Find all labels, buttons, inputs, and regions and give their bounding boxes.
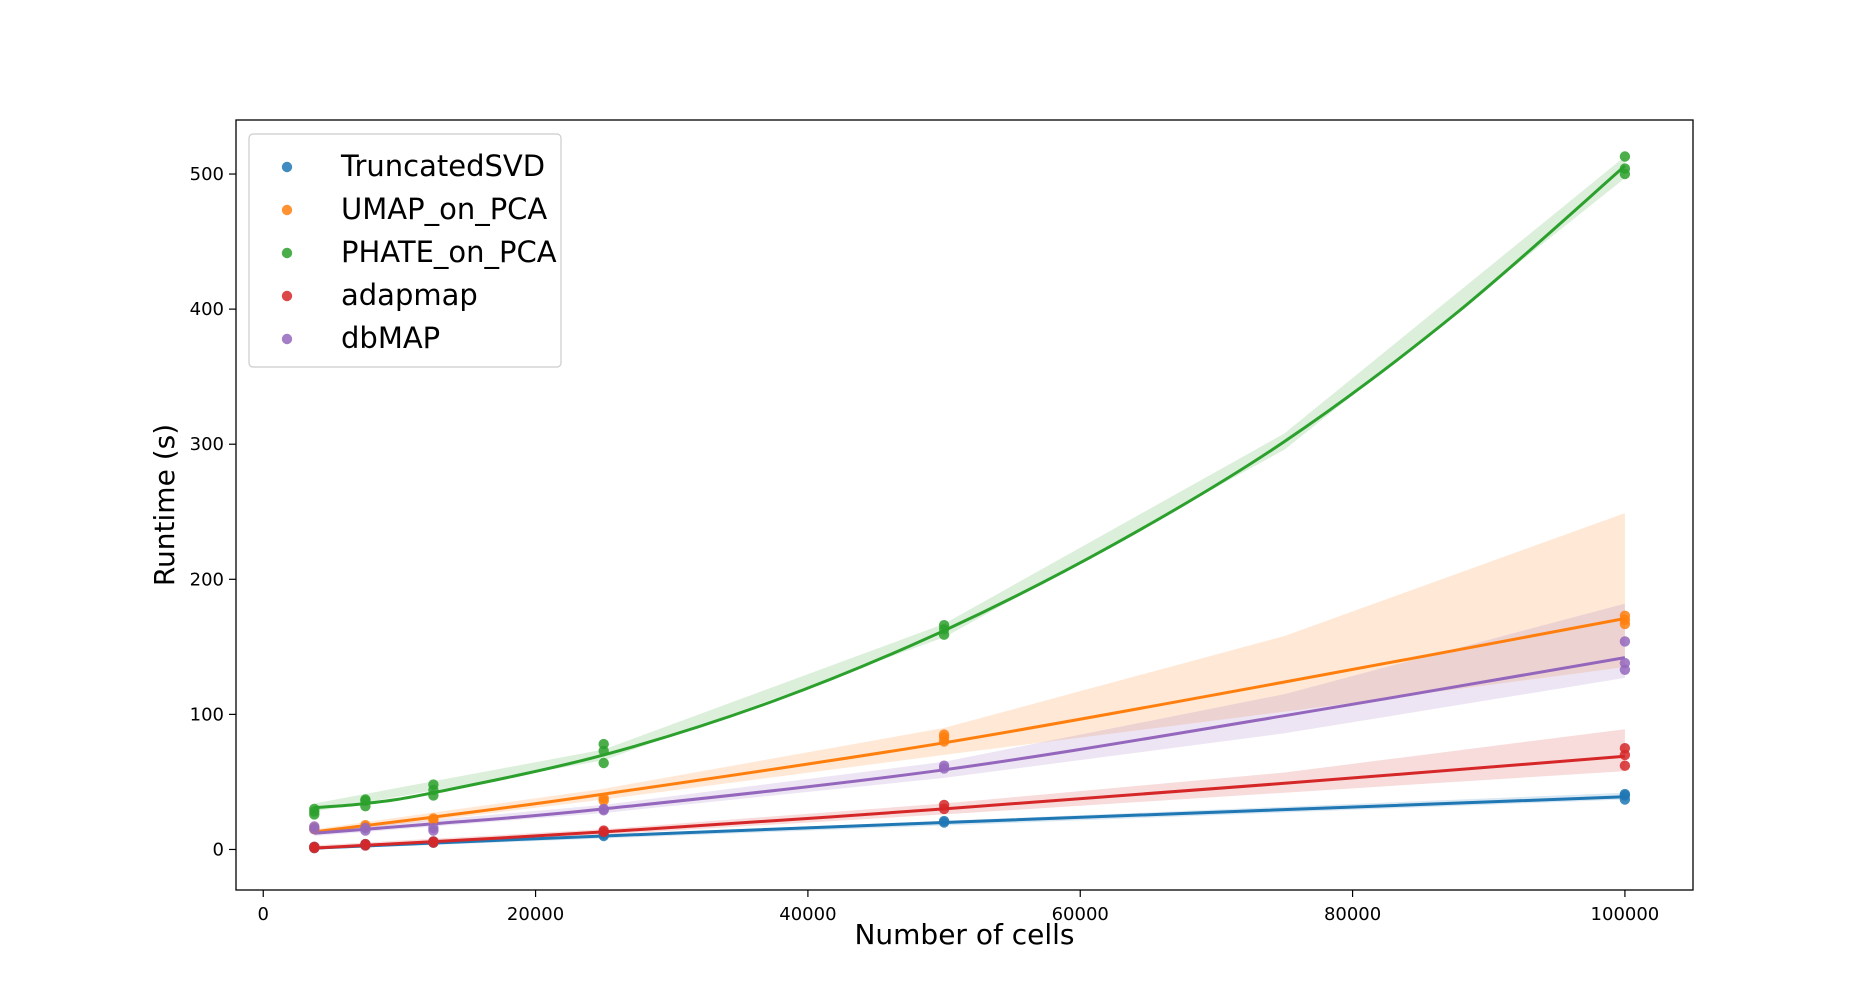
fit-lines [314,164,1626,850]
point-dbmap [598,803,609,815]
legend-marker-truncatedsvd [281,161,293,173]
x-axis-ticks: 0 20000 40000 60000 80000 100000 [258,890,1660,925]
point-phate-on-pca [1619,163,1631,174]
legend-label-adapmap: adapmap [341,278,478,312]
legend-marker-umap-on-pca [281,204,293,216]
point-umap-on-pca [938,729,950,740]
point-adapmap [598,825,609,836]
point-umap-on-pca [428,813,439,824]
x-tick-label: 40000 [779,904,836,925]
point-phate-on-pca [1619,151,1631,162]
legend-label-truncatedsvd: TruncatedSVD [340,149,545,183]
x-tick-label: 80000 [1324,904,1381,925]
legend: TruncatedSVD UMAP_on_PCA PHATE_on_PCAadapm… [248,133,562,368]
point-umap-on-pca [598,792,609,804]
data-points [309,151,1631,854]
point-truncatedsvd [938,815,950,827]
band-dbmap [314,603,1625,836]
band-umap-on-pca [314,513,1625,835]
legend-marker-phate-on-pca [281,247,293,259]
point-phate-on-pca [938,620,950,631]
point-dbmap [309,821,320,832]
point-adapmap [1619,743,1631,754]
fit-line-truncatedsvd [314,795,1625,850]
legend-marker-dbmap [281,333,293,345]
point-dbmap [1619,636,1631,647]
y-tick-label: 0 [213,839,224,860]
y-tick-label: 500 [190,164,224,185]
point-dbmap [938,760,950,771]
point-phate-on-pca [598,757,609,769]
point-phate-on-pca [598,738,609,750]
x-tick-label: 60000 [1052,904,1109,925]
point-truncatedsvd [1619,788,1631,800]
point-adapmap [360,838,371,850]
plot-frame [235,119,1694,891]
x-tick-label: 100000 [1591,904,1660,925]
point-umap-on-pca [1619,610,1631,621]
x-tick-label: 20000 [507,904,564,925]
point-adapmap [309,841,320,852]
legend-label-umap-on-pca: UMAP_on_PCA [341,192,547,226]
point-adapmap [1619,760,1631,771]
legend-label-phate-on-pca: PHATE_on_PCA [341,235,557,269]
y-tick-label: 300 [190,434,224,455]
point-dbmap [360,822,371,834]
legend-marker-adapmap [281,290,293,302]
legend-label-dbmap: dbMAP [341,321,440,355]
point-adapmap [428,836,439,847]
x-tick-label: 0 [258,904,269,925]
y-tick-label: 100 [190,704,224,725]
legend-box [248,133,562,368]
y-tick-label: 400 [190,299,224,320]
fit-line-dbmap [314,656,1626,835]
y-tick-label: 200 [190,569,224,590]
y-axis-label: Runtime (s) [148,424,181,586]
point-phate-on-pca [309,803,320,815]
point-dbmap [428,822,439,834]
point-adapmap [938,799,950,811]
point-phate-on-pca [360,794,371,805]
point-phate-on-pca [428,779,439,790]
point-dbmap [1619,657,1631,669]
x-axis-label: Number of cells [854,918,1074,951]
fit-line-umap-on-pca [314,617,1626,834]
y-axis-ticks: 0 100 200 300 400 500 [190,164,236,860]
